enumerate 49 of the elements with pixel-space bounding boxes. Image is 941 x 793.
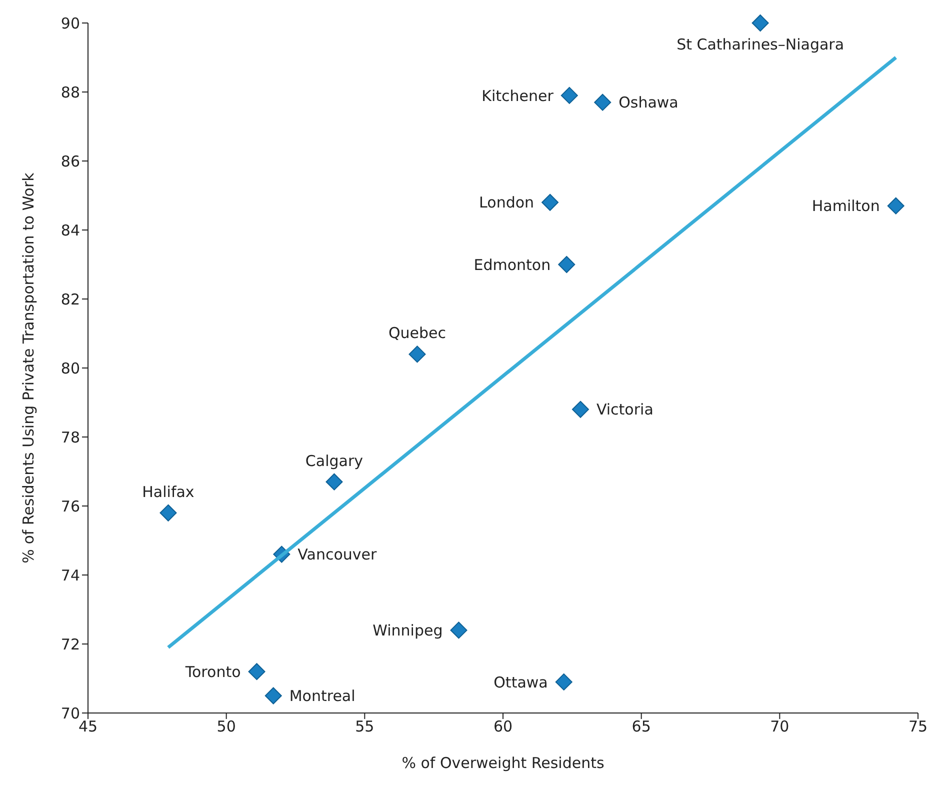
annotation: Calgary: [305, 452, 364, 470]
annotation: Winnipeg: [372, 622, 443, 640]
point: [326, 473, 343, 490]
annotation: St Catharines–Niagara: [676, 36, 844, 54]
y-tick-label: 74: [60, 566, 80, 584]
point: [560, 86, 578, 104]
y-tick-label: 90: [60, 14, 80, 32]
annotation: Victoria: [596, 400, 654, 419]
annotation: London: [479, 194, 534, 212]
y-tick-label: 72: [60, 635, 80, 654]
point: [160, 504, 177, 522]
annotation: Montreal: [289, 687, 356, 706]
x-axis-title: % of Overweight Residents: [402, 754, 604, 772]
annotation: Toronto: [184, 662, 241, 681]
x-tick-label: 65: [632, 718, 651, 736]
x-tick-label: 70: [770, 718, 790, 736]
annotation: Edmonton: [474, 256, 551, 274]
annotation: Quebec: [388, 324, 446, 342]
point: [572, 400, 589, 418]
y-axis-title: % of Residents Using Private Transportation to Work: [19, 172, 38, 564]
point: [450, 622, 468, 639]
point: [555, 673, 572, 690]
point: [248, 663, 266, 680]
y-tick-label: 86: [60, 152, 80, 170]
x-tick-label: 50: [216, 718, 236, 736]
annotation: Ottawa: [494, 673, 548, 692]
point: [408, 346, 426, 363]
point: [752, 14, 769, 32]
annotation: Kitchener: [482, 86, 554, 105]
annotation: Oshawa: [618, 94, 678, 112]
annotation: Hamilton: [812, 197, 880, 216]
y-tick-label: 80: [60, 359, 80, 378]
point: [264, 687, 282, 704]
y-tick-label: 88: [60, 83, 80, 102]
y-tick-label: 70: [60, 704, 80, 722]
point: [887, 197, 904, 214]
x-tick-label: 75: [908, 718, 928, 736]
y-tick-label: 78: [60, 428, 80, 446]
annotation: Halifax: [142, 482, 194, 501]
y-tick-label: 76: [60, 497, 80, 516]
point: [542, 194, 559, 211]
x-tick-label: 45: [78, 718, 98, 736]
x-tick-label: 60: [493, 718, 513, 736]
x-tick-label: 55: [355, 718, 374, 736]
y-tick-label: 84: [60, 221, 80, 240]
annotation: Vancouver: [298, 546, 378, 564]
y-tick-label: 82: [60, 290, 80, 308]
point: [558, 256, 576, 273]
point: [594, 94, 612, 111]
